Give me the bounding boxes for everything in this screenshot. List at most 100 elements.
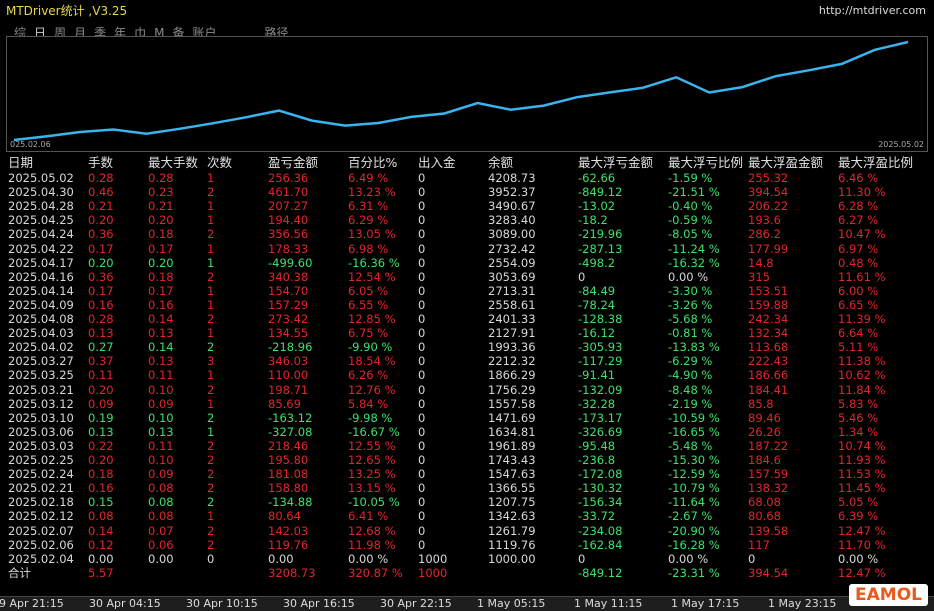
balance-chart: 025.02.06 2025.05.02 [6,36,928,152]
table-cell: 0.00 [148,551,174,566]
table-cell: 1743.43 [488,453,536,467]
table-cell: 11.61 % [838,269,886,284]
table-cell: 6.75 % [348,326,389,341]
table-cell: 6.27 % [838,213,879,228]
table-cell: 6.46 % [838,171,879,185]
total-cell: 394.54 [748,565,789,580]
table-cell: 0 [418,185,426,200]
table-cell: 5.11 % [838,340,879,355]
table-cell: 0.00 % [668,551,709,566]
table-cell: -218.96 [268,340,313,355]
table-cell: 0.13 [148,354,174,369]
table-cell: 2401.33 [488,312,536,326]
table-cell: 157.29 [268,297,309,312]
table-cell: 2554.09 [488,255,536,270]
table-cell: 0 [418,255,426,270]
table-cell: 11.30 % [838,185,886,200]
table-cell: 1.34 % [838,424,879,439]
table-cell: 0.12 [88,537,114,552]
date-cell: 2025.03.27 [8,354,74,369]
table-cell: 286.2 [748,227,781,242]
date-cell: 2025.04.24 [8,227,74,242]
table-cell: 1000 [418,551,448,566]
table-cell: 0 [418,269,426,284]
table-cell: 0 [418,523,426,538]
chart-start-label: 025.02.06 [10,140,51,149]
table-cell: 0.06 [148,537,174,552]
table-cell: -16.36 % [348,255,400,270]
table-cell: 1 [207,326,215,341]
table-cell: 1366.55 [488,481,536,496]
timeline: 29 Apr 21:15 30 Apr 04:15 30 Apr 10:15 30 A… [0,596,934,611]
table-cell: -1.59 % [668,171,713,185]
table-cell: 0.28 [148,171,174,185]
table-cell: 132.34 [748,326,789,341]
table-cell: 80.68 [748,509,781,524]
table-cell: 1557.58 [488,396,536,411]
table-cell: 5.05 % [838,495,879,510]
column-header: 最大浮亏比例 [668,155,744,170]
date-cell: 2025.02.04 [8,551,74,566]
table-cell: 394.54 [748,185,789,200]
table-cell: 2212.32 [488,354,536,369]
table-cell: 0 [418,368,426,383]
date-cell: 2025.03.25 [8,368,74,383]
date-cell: 2025.02.24 [8,467,74,482]
table-cell: 0.13 [88,326,114,341]
tab[interactable]: M [154,26,165,40]
table-cell: -234.08 [578,523,623,538]
date-cell: 2025.04.17 [8,255,74,270]
table-cell: -62.66 [578,171,616,185]
table-cell: 6.26 % [348,368,389,383]
table-cell: 2 [207,269,215,284]
table-cell: -8.05 % [668,227,713,242]
table-cell: 12.54 % [348,269,396,284]
table-cell: 340.38 [268,269,309,284]
table-cell: 0.13 [148,326,174,341]
table-cell: -95.48 [578,438,616,453]
table-cell: 2 [207,382,215,397]
table-cell: -849.12 [578,185,623,200]
table-cell: 1119.76 [488,537,536,552]
table-cell: 1000.00 [488,551,536,566]
table-cell: 139.58 [748,523,789,538]
time-label: 29 Apr 21:15 [0,597,64,610]
table-cell: 198.71 [268,382,309,397]
table-cell: 0 [418,537,426,552]
table-cell: 181.08 [268,467,309,482]
table-cell: 0.10 [148,453,174,467]
table-cell: 1961.89 [488,438,536,453]
table-cell: 10.74 % [838,438,886,453]
table-cell: 6.41 % [348,509,389,524]
table-cell: -91.41 [578,368,616,383]
date-cell: 2025.02.21 [8,481,74,496]
table-cell: -130.32 [578,481,623,496]
table-cell: 2 [207,312,215,326]
table-cell: 1866.29 [488,368,536,383]
table-cell: 117 [748,537,770,552]
table-cell: -32.28 [578,396,616,411]
table-cell: 0 [418,227,426,242]
table-cell: 6.98 % [348,241,389,256]
table-cell: -236.8 [578,453,616,467]
table-cell: -13.83 % [668,340,720,355]
table-cell: 6.55 % [348,297,389,312]
table-cell: 134.55 [268,326,309,341]
table-cell: 2713.31 [488,283,536,298]
balance-line [13,40,909,142]
table-cell: 6.28 % [838,199,879,214]
table-cell: 6.64 % [838,326,879,341]
table-cell: 0.14 [88,523,114,538]
table-cell: 1756.29 [488,382,536,397]
table-cell: 0 [418,340,426,355]
table-cell: -287.13 [578,241,623,256]
table-cell: 0.20 [88,255,114,270]
table-cell: 1 [207,199,215,214]
table-cell: 0 [418,467,426,482]
table-cell: -11.24 % [668,241,720,256]
table-cell: 177.99 [748,241,789,256]
total-cell: 3208.73 [268,565,316,580]
table-cell: 158.80 [268,481,309,496]
table-cell: 0 [578,551,586,566]
